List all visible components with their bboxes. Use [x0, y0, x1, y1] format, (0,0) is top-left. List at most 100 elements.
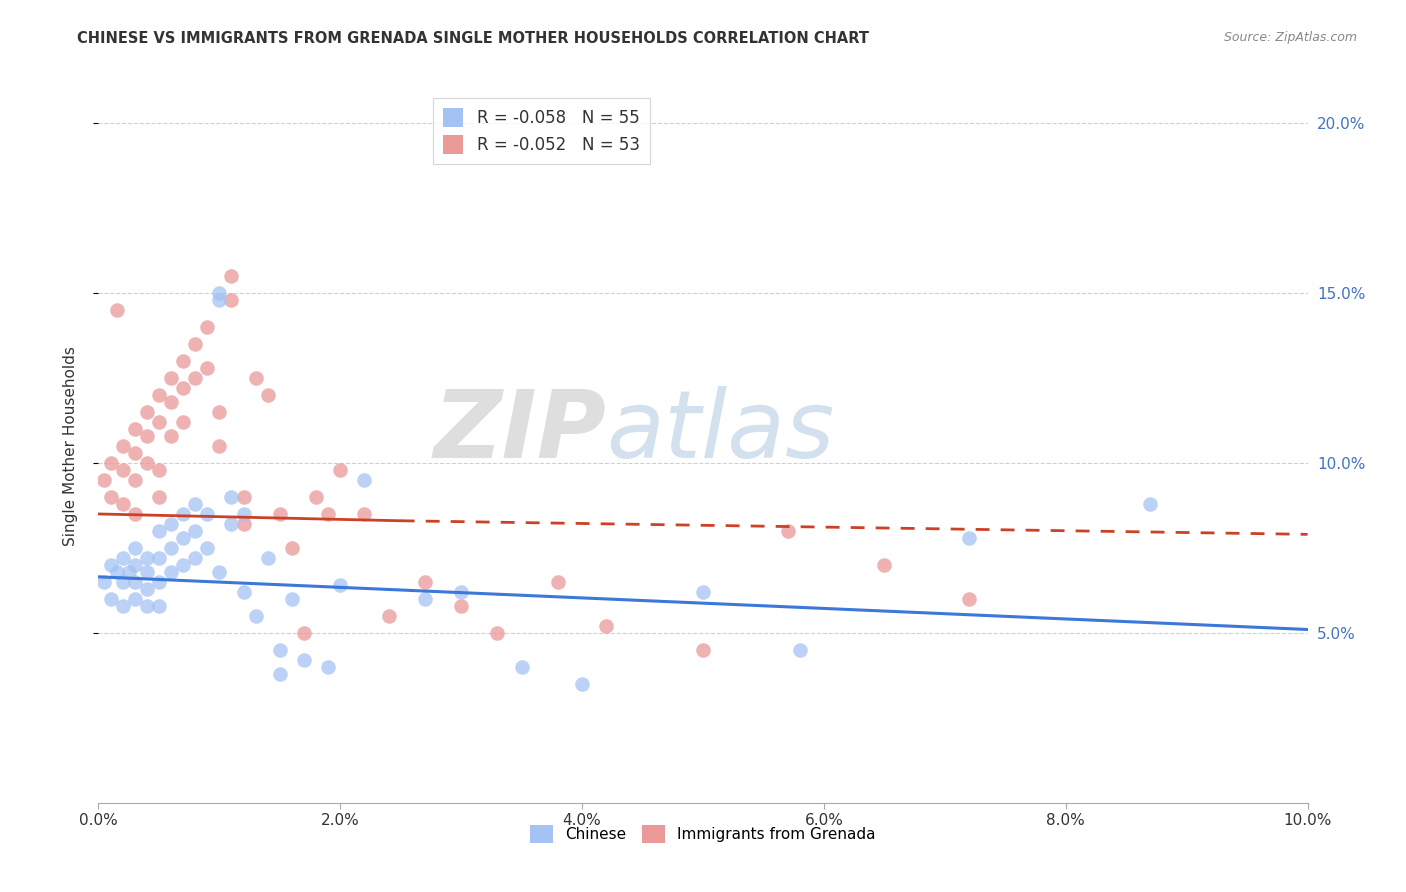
Point: [135, 565, 157, 579]
Point: [124, 541, 146, 555]
Point: [208, 439, 231, 453]
Point: [957, 531, 980, 545]
Point: [172, 415, 194, 429]
Point: [195, 541, 218, 555]
Point: [124, 574, 146, 589]
Point: [221, 517, 243, 532]
Point: [135, 582, 157, 596]
Point: [148, 415, 170, 429]
Point: [208, 405, 231, 419]
Point: [148, 574, 170, 589]
Point: [292, 653, 315, 667]
Point: [413, 574, 436, 589]
Point: [160, 394, 183, 409]
Point: [100, 490, 122, 504]
Point: [232, 507, 254, 521]
Point: [124, 446, 146, 460]
Point: [595, 619, 617, 633]
Point: [450, 585, 472, 599]
Point: [776, 524, 799, 538]
Point: [135, 405, 157, 419]
Point: [111, 574, 134, 589]
Legend: Chinese, Immigrants from Grenada: Chinese, Immigrants from Grenada: [524, 819, 882, 848]
Point: [160, 565, 183, 579]
Point: [124, 422, 146, 436]
Point: [269, 643, 291, 657]
Point: [195, 360, 218, 375]
Point: [208, 565, 231, 579]
Point: [172, 531, 194, 545]
Point: [124, 473, 146, 487]
Point: [329, 578, 352, 592]
Point: [245, 608, 267, 623]
Point: [316, 507, 339, 521]
Point: [353, 473, 375, 487]
Point: [184, 551, 207, 566]
Point: [160, 517, 183, 532]
Text: ZIP: ZIP: [433, 385, 606, 478]
Point: [160, 371, 183, 385]
Point: [111, 463, 134, 477]
Point: [184, 371, 207, 385]
Point: [957, 591, 980, 606]
Point: [135, 429, 157, 443]
Point: [172, 507, 194, 521]
Point: [245, 371, 267, 385]
Point: [135, 551, 157, 566]
Text: CHINESE VS IMMIGRANTS FROM GRENADA SINGLE MOTHER HOUSEHOLDS CORRELATION CHART: CHINESE VS IMMIGRANTS FROM GRENADA SINGL…: [77, 31, 869, 46]
Point: [124, 558, 146, 572]
Point: [316, 660, 339, 674]
Point: [305, 490, 328, 504]
Point: [148, 388, 170, 402]
Y-axis label: Single Mother Households: Single Mother Households: [63, 346, 77, 546]
Point: [111, 599, 134, 613]
Point: [100, 558, 122, 572]
Point: [873, 558, 896, 572]
Point: [232, 517, 254, 532]
Point: [111, 497, 134, 511]
Point: [221, 269, 243, 284]
Point: [135, 599, 157, 613]
Point: [148, 599, 170, 613]
Point: [124, 591, 146, 606]
Point: [208, 286, 231, 301]
Point: [281, 591, 304, 606]
Point: [93, 574, 115, 589]
Point: [232, 490, 254, 504]
Point: [269, 666, 291, 681]
Point: [789, 643, 811, 657]
Point: [135, 456, 157, 470]
Point: [1139, 497, 1161, 511]
Point: [148, 463, 170, 477]
Point: [232, 585, 254, 599]
Point: [256, 388, 278, 402]
Point: [184, 337, 207, 351]
Point: [184, 497, 207, 511]
Point: [195, 320, 218, 334]
Point: [172, 558, 194, 572]
Point: [100, 591, 122, 606]
Point: [269, 507, 291, 521]
Point: [353, 507, 375, 521]
Point: [118, 565, 141, 579]
Point: [111, 551, 134, 566]
Point: [281, 541, 304, 555]
Point: [208, 293, 231, 307]
Point: [413, 591, 436, 606]
Point: [221, 490, 243, 504]
Text: Source: ZipAtlas.com: Source: ZipAtlas.com: [1223, 31, 1357, 45]
Text: atlas: atlas: [606, 386, 835, 477]
Point: [111, 439, 134, 453]
Point: [172, 381, 194, 395]
Point: [124, 507, 146, 521]
Point: [450, 599, 472, 613]
Point: [172, 354, 194, 368]
Point: [329, 463, 352, 477]
Point: [692, 585, 714, 599]
Point: [93, 473, 115, 487]
Point: [221, 293, 243, 307]
Point: [292, 626, 315, 640]
Point: [160, 429, 183, 443]
Point: [100, 456, 122, 470]
Point: [510, 660, 533, 674]
